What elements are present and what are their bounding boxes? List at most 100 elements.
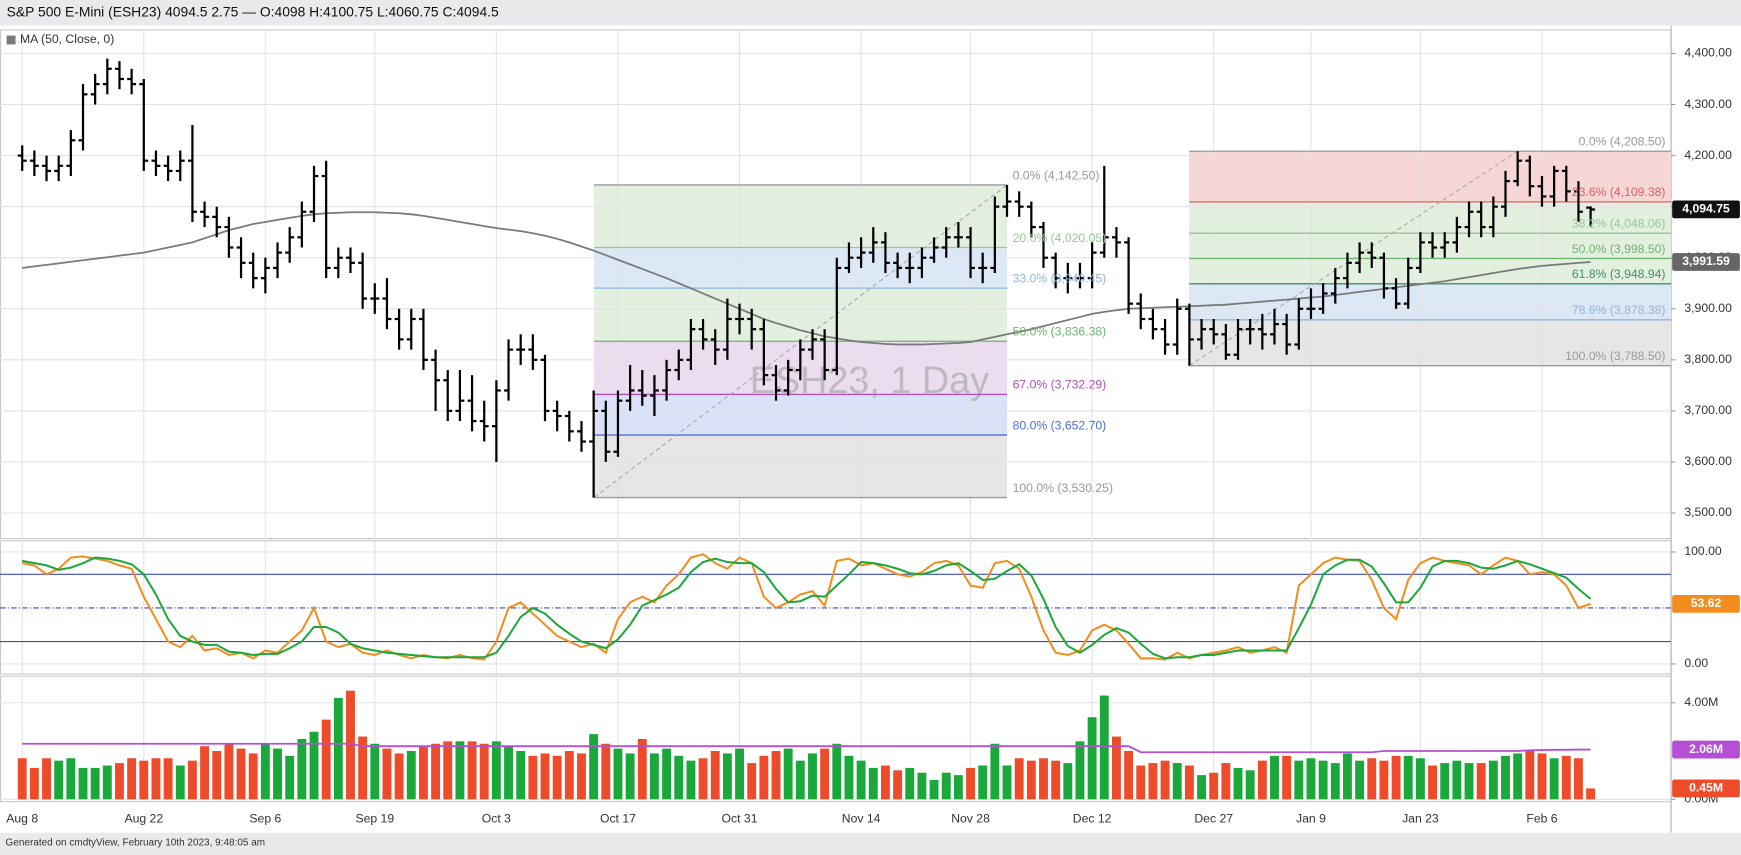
volume-bar xyxy=(990,743,1000,800)
volume-bar xyxy=(54,760,64,800)
volume-bar xyxy=(358,736,368,800)
volume-bar xyxy=(1379,760,1389,800)
volume-bar xyxy=(406,751,416,800)
x-tick-label: Feb 6 xyxy=(1526,812,1557,826)
volume-bar xyxy=(151,758,161,800)
volume-bar xyxy=(418,746,428,800)
volume-bar xyxy=(1330,763,1340,800)
y-tick-label: 4.00M xyxy=(1684,695,1718,709)
fib-band xyxy=(594,435,1008,498)
volume-bar xyxy=(1464,763,1474,800)
x-tick-label: Aug 8 xyxy=(6,812,38,826)
volume-bar xyxy=(139,760,149,800)
volume-bar xyxy=(1245,770,1255,800)
volume-bar xyxy=(1172,763,1182,800)
x-tick-label: Jan 23 xyxy=(1402,812,1439,826)
volume-bar xyxy=(1221,763,1231,800)
volume-bar xyxy=(978,765,988,800)
volume-bar xyxy=(893,770,903,800)
y-tick-label: 3,600.00 xyxy=(1684,454,1732,468)
volume-average-line xyxy=(22,742,1591,754)
volume-bar xyxy=(200,746,210,800)
fib-level-label: 61.8% (3,948.94) xyxy=(1572,267,1666,281)
volume-bar xyxy=(1087,717,1097,800)
fib-band xyxy=(1189,151,1672,202)
fib-band xyxy=(594,394,1008,436)
volume-bar xyxy=(1124,751,1134,800)
volume-bar xyxy=(1257,760,1267,800)
oscillator-last-label: 53.62 xyxy=(1691,596,1722,610)
x-tick-label: Nov 14 xyxy=(842,812,881,826)
volume-bar xyxy=(625,753,635,800)
volume-bar xyxy=(552,755,562,800)
volume-bar xyxy=(1014,758,1024,800)
volume-bar xyxy=(966,767,975,800)
header-bar xyxy=(0,0,1741,26)
volume-bar xyxy=(613,748,623,800)
volume-bar xyxy=(832,743,842,800)
volume-bar xyxy=(771,751,781,800)
volume-bar xyxy=(455,741,465,800)
volume-bar xyxy=(1488,760,1498,800)
volume-bar xyxy=(808,753,817,800)
volume-bar xyxy=(1476,763,1486,800)
volume-bar xyxy=(710,751,720,800)
volume-bar xyxy=(1136,765,1146,800)
last-price-box xyxy=(1672,200,1740,219)
volume-bar xyxy=(187,760,197,800)
volume-last-box xyxy=(1672,779,1740,798)
y-tick-label: 100.00 xyxy=(1684,544,1722,558)
volume-bar xyxy=(698,758,708,800)
volume-bar xyxy=(285,755,295,800)
x-tick-label: Oct 17 xyxy=(600,812,636,826)
volume-bar xyxy=(722,753,732,800)
volume-bar xyxy=(1403,755,1413,800)
volume-bar xyxy=(248,753,258,800)
volume-bar xyxy=(1233,767,1243,800)
chart-title: S&P 500 E-Mini (ESH23) 4094.5 2.75 — O:4… xyxy=(7,3,499,19)
volume-bar xyxy=(1039,758,1048,800)
volume-bar xyxy=(759,755,769,800)
x-tick-label: Sep 6 xyxy=(249,812,281,826)
fib-level-label: 100.0% (3,788.50) xyxy=(1565,349,1665,363)
fib-band xyxy=(1189,233,1672,259)
volume-bar xyxy=(856,760,866,800)
volume-bar xyxy=(686,760,696,800)
volume-bar xyxy=(564,751,574,800)
volume-bar xyxy=(1574,758,1583,800)
fib-band xyxy=(594,288,1008,342)
volume-bar xyxy=(17,758,27,800)
x-tick-label: Jan 9 xyxy=(1296,812,1326,826)
y-tick-label: 4,300.00 xyxy=(1684,97,1732,111)
volume-bar xyxy=(868,767,878,800)
volume-bar xyxy=(880,765,890,800)
volume-last-label: 0.45M xyxy=(1689,781,1723,795)
volume-bar xyxy=(479,743,489,800)
volume-bar xyxy=(1099,695,1109,800)
volume-bar xyxy=(321,719,331,800)
fib-level-label: 33.0% (3,940.45) xyxy=(1013,271,1107,285)
marks-layer xyxy=(17,58,1596,800)
volume-bar xyxy=(1452,760,1462,800)
volume-bar xyxy=(1197,775,1206,800)
fib-level-label: 0.0% (4,142.50) xyxy=(1013,168,1100,182)
volume-bar xyxy=(1391,755,1401,800)
volume-bar xyxy=(601,743,611,800)
y-tick-label: 3,700.00 xyxy=(1684,403,1732,417)
y-tick-label: 0.00 xyxy=(1684,656,1708,670)
volume-bar xyxy=(297,738,307,800)
fib-band xyxy=(1189,319,1672,366)
fib-level-label: 23.6% (4,109.38) xyxy=(1572,185,1666,199)
volume-bar xyxy=(504,746,513,800)
volume-bar xyxy=(528,755,538,800)
oscillator-line xyxy=(22,556,1592,660)
oscillator-last-box xyxy=(1672,594,1740,613)
x-tick-label: Dec 27 xyxy=(1194,812,1233,826)
volume-bar xyxy=(370,743,380,800)
fib-trend-line xyxy=(1188,150,1519,367)
volume-bar xyxy=(224,743,234,800)
volume-bar xyxy=(236,748,246,800)
volume-bar xyxy=(1026,760,1036,800)
